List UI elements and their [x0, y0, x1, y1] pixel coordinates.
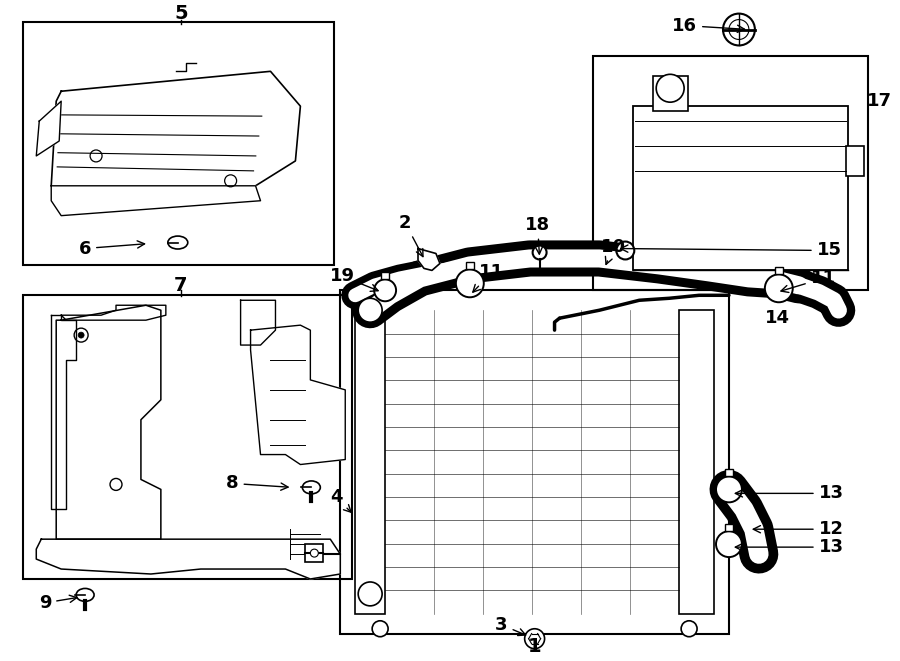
Text: 19: 19 [330, 268, 378, 292]
Bar [775, 268, 783, 274]
Circle shape [310, 549, 319, 557]
Text: 5: 5 [174, 4, 187, 23]
Text: 8: 8 [226, 475, 288, 492]
Bar [846, 146, 863, 176]
Polygon shape [36, 539, 340, 579]
Text: 13: 13 [735, 485, 843, 502]
Text: 7: 7 [174, 276, 187, 295]
Circle shape [533, 245, 546, 260]
Text: 14: 14 [765, 309, 790, 327]
Bar [725, 469, 733, 477]
Ellipse shape [76, 588, 94, 602]
Polygon shape [51, 315, 76, 510]
Circle shape [78, 332, 84, 338]
Text: 4: 4 [329, 488, 351, 512]
Bar [653, 76, 688, 111]
Bar [305, 544, 323, 562]
Bar [466, 262, 473, 270]
Circle shape [358, 298, 382, 322]
Polygon shape [418, 249, 440, 270]
Circle shape [456, 270, 484, 297]
Bar [381, 272, 389, 280]
Text: 2: 2 [399, 214, 423, 256]
Ellipse shape [302, 481, 320, 494]
Text: 6: 6 [78, 239, 145, 258]
Circle shape [373, 621, 388, 637]
Polygon shape [36, 101, 61, 156]
Circle shape [656, 74, 684, 102]
Bar [680, 310, 714, 614]
Text: 1: 1 [527, 637, 542, 656]
Text: 11: 11 [472, 263, 504, 292]
Ellipse shape [167, 236, 188, 249]
Bar [634, 106, 848, 270]
Bar [356, 310, 385, 614]
Text: 13: 13 [735, 538, 843, 556]
Text: 3: 3 [495, 616, 526, 635]
Text: 16: 16 [672, 17, 744, 34]
Circle shape [765, 274, 793, 302]
Circle shape [716, 477, 742, 502]
Polygon shape [51, 186, 260, 215]
Polygon shape [250, 325, 346, 465]
Circle shape [681, 621, 698, 637]
Circle shape [723, 14, 755, 46]
Bar [340, 290, 729, 634]
Bar [725, 524, 733, 531]
Text: 12: 12 [753, 520, 843, 538]
Text: 15: 15 [621, 241, 842, 260]
Text: 10: 10 [601, 237, 626, 264]
Text: 18: 18 [525, 215, 550, 254]
Circle shape [374, 280, 396, 301]
Polygon shape [56, 305, 161, 539]
Bar [23, 22, 334, 266]
Circle shape [525, 629, 544, 648]
Ellipse shape [616, 241, 634, 260]
Text: 11: 11 [781, 270, 836, 292]
Bar [593, 56, 868, 290]
Polygon shape [240, 300, 275, 345]
Text: 17: 17 [867, 92, 892, 110]
Circle shape [358, 582, 382, 606]
Circle shape [716, 531, 742, 557]
Bar [23, 295, 352, 579]
Text: 9: 9 [39, 594, 76, 612]
